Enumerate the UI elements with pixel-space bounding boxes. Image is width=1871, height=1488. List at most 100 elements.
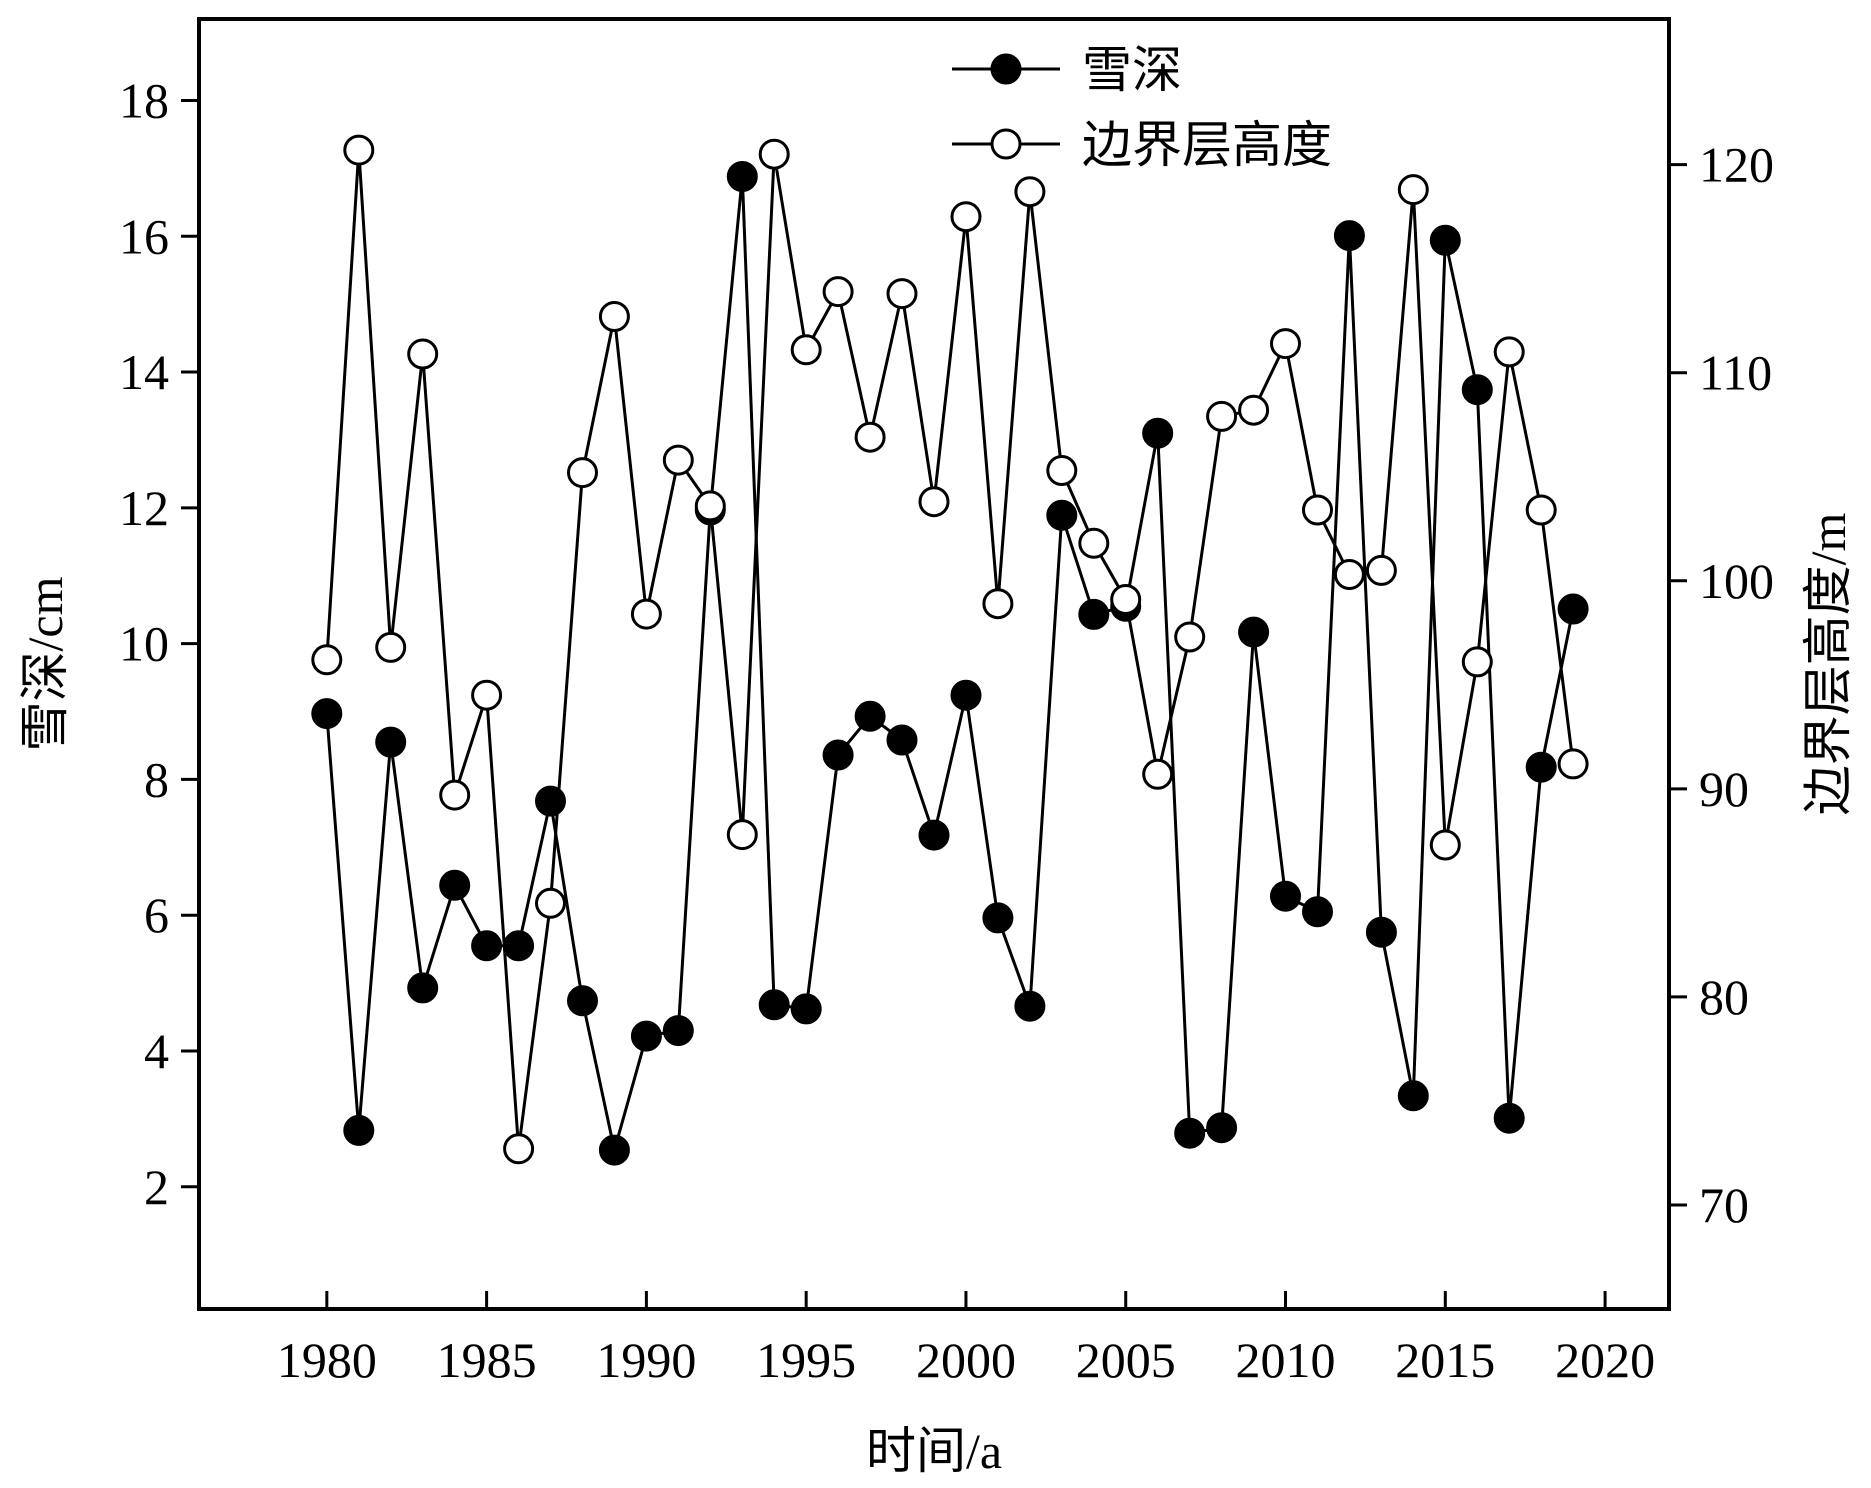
point-snow-depth-2013 <box>1365 916 1397 948</box>
y-tick-label-2: 2 <box>144 1159 169 1215</box>
legend-marker-snow-depth <box>990 53 1022 85</box>
point-boundary-layer-height-1981 <box>343 134 375 166</box>
x-tick-label-1995: 1995 <box>756 1332 856 1388</box>
point-snow-depth-1986 <box>503 930 535 962</box>
y2-tick-label-90: 90 <box>1699 761 1749 817</box>
point-snow-depth-2003 <box>1046 499 1078 531</box>
point-boundary-layer-height-1988 <box>567 457 598 489</box>
point-snow-depth-2012 <box>1333 220 1365 252</box>
point-boundary-layer-height-1995 <box>790 334 822 366</box>
point-snow-depth-2009 <box>1238 616 1270 648</box>
point-boundary-layer-height-1999 <box>918 486 950 518</box>
point-snow-depth-1987 <box>535 785 566 817</box>
left-y-axis-ticks: 2 4 6 8 10 12 14 16 18 <box>119 72 199 1215</box>
point-snow-depth-2002 <box>1014 990 1046 1022</box>
point-boundary-layer-height-2017 <box>1493 336 1525 368</box>
y2-tick-label-100: 100 <box>1699 553 1774 609</box>
x-axis-title: 时间/a <box>866 1423 1002 1479</box>
x-axis-ticks: 1980 1985 1990 1995 2000 2005 2010 2015 2020 <box>277 1291 1655 1388</box>
x-tick-label-2005: 2005 <box>1076 1332 1176 1388</box>
point-boundary-layer-height-2002 <box>1014 176 1046 208</box>
y2-tick-label-120: 120 <box>1699 137 1774 193</box>
point-snow-depth-2014 <box>1397 1080 1429 1112</box>
point-boundary-layer-height-1991 <box>662 444 694 476</box>
point-snow-depth-1993 <box>726 161 758 192</box>
point-snow-depth-2006 <box>1142 417 1174 449</box>
point-boundary-layer-height-1996 <box>822 276 854 308</box>
point-boundary-layer-height-2011 <box>1302 494 1333 526</box>
point-boundary-layer-height-1986 <box>503 1133 535 1165</box>
point-snow-depth-2007 <box>1174 1117 1206 1149</box>
x-tick-label-1980: 1980 <box>277 1332 377 1388</box>
legend-label-snow-depth: 雪深 <box>1082 42 1182 98</box>
point-snow-depth-1999 <box>918 819 950 851</box>
x-tick-label-2010: 2010 <box>1236 1332 1336 1388</box>
point-snow-depth-2019 <box>1557 593 1589 625</box>
point-snow-depth-1981 <box>343 1114 375 1146</box>
point-boundary-layer-height-2013 <box>1365 554 1397 586</box>
point-snow-depth-1982 <box>375 726 407 758</box>
point-boundary-layer-height-2003 <box>1046 455 1078 486</box>
point-boundary-layer-height-1990 <box>630 598 662 630</box>
y2-tick-label-70: 70 <box>1699 1177 1749 1233</box>
point-boundary-layer-height-2006 <box>1142 758 1174 790</box>
point-boundary-layer-height-2009 <box>1238 394 1270 426</box>
right-y-axis-ticks: 70 80 90 100 110 120 <box>1669 137 1774 1233</box>
left-y-axis-title: 雪深/cm <box>17 576 73 751</box>
point-snow-depth-1980 <box>311 698 343 730</box>
point-snow-depth-2011 <box>1302 896 1333 928</box>
point-snow-depth-2018 <box>1525 751 1557 783</box>
series-line-boundary-layer-height <box>325 150 1575 1149</box>
y-tick-label-4: 4 <box>144 1023 169 1079</box>
point-boundary-layer-height-2015 <box>1429 829 1461 861</box>
legend: 雪深 边界层高度 <box>952 42 1332 173</box>
point-snow-depth-2004 <box>1078 598 1110 630</box>
point-boundary-layer-height-2000 <box>950 201 982 233</box>
point-boundary-layer-height-2016 <box>1461 646 1493 678</box>
x-tick-label-1985: 1985 <box>437 1332 537 1388</box>
point-boundary-layer-height-1983 <box>407 338 439 370</box>
y-tick-label-12: 12 <box>119 480 169 536</box>
y2-tick-label-110: 110 <box>1699 345 1772 401</box>
y-tick-label-16: 16 <box>119 208 169 264</box>
point-boundary-layer-height-1985 <box>471 679 503 711</box>
point-snow-depth-1991 <box>662 1015 694 1047</box>
plot-frame <box>197 17 1671 1311</box>
point-snow-depth-1998 <box>886 724 918 756</box>
x-tick-label-2015: 2015 <box>1395 1332 1495 1388</box>
point-boundary-layer-height-2014 <box>1397 174 1429 206</box>
point-boundary-layer-height-2004 <box>1078 527 1110 559</box>
point-boundary-layer-height-1980 <box>311 644 343 676</box>
point-snow-depth-2015 <box>1429 224 1461 256</box>
point-snow-depth-1985 <box>471 930 503 962</box>
point-snow-depth-1997 <box>854 700 886 732</box>
x-tick-label-2000: 2000 <box>916 1332 1016 1388</box>
point-snow-depth-1995 <box>790 993 822 1025</box>
point-boundary-layer-height-2010 <box>1270 328 1301 360</box>
y-tick-label-6: 6 <box>144 887 169 943</box>
y-tick-label-18: 18 <box>119 72 169 128</box>
point-snow-depth-1988 <box>567 985 598 1017</box>
x-tick-label-2020: 2020 <box>1555 1332 1655 1388</box>
point-boundary-layer-height-1992 <box>694 490 726 522</box>
point-snow-depth-2016 <box>1461 374 1493 406</box>
point-boundary-layer-height-2019 <box>1557 748 1589 780</box>
point-boundary-layer-height-1989 <box>598 301 630 332</box>
point-snow-depth-2010 <box>1270 880 1301 912</box>
point-boundary-layer-height-2012 <box>1333 559 1365 590</box>
point-boundary-layer-height-1994 <box>758 138 790 170</box>
point-boundary-layer-height-1987 <box>535 887 566 919</box>
point-snow-depth-1989 <box>598 1134 630 1166</box>
series-layer <box>311 134 1589 1166</box>
point-boundary-layer-height-2007 <box>1174 621 1206 653</box>
point-boundary-layer-height-1984 <box>439 779 471 811</box>
point-boundary-layer-height-1998 <box>886 278 918 310</box>
point-boundary-layer-height-2018 <box>1525 494 1557 526</box>
point-boundary-layer-height-2005 <box>1110 584 1142 615</box>
point-snow-depth-1990 <box>630 1020 662 1052</box>
right-y-axis-title: 边界层高度/m <box>1800 513 1856 816</box>
y-tick-label-10: 10 <box>119 616 169 672</box>
point-boundary-layer-height-2008 <box>1206 400 1238 432</box>
